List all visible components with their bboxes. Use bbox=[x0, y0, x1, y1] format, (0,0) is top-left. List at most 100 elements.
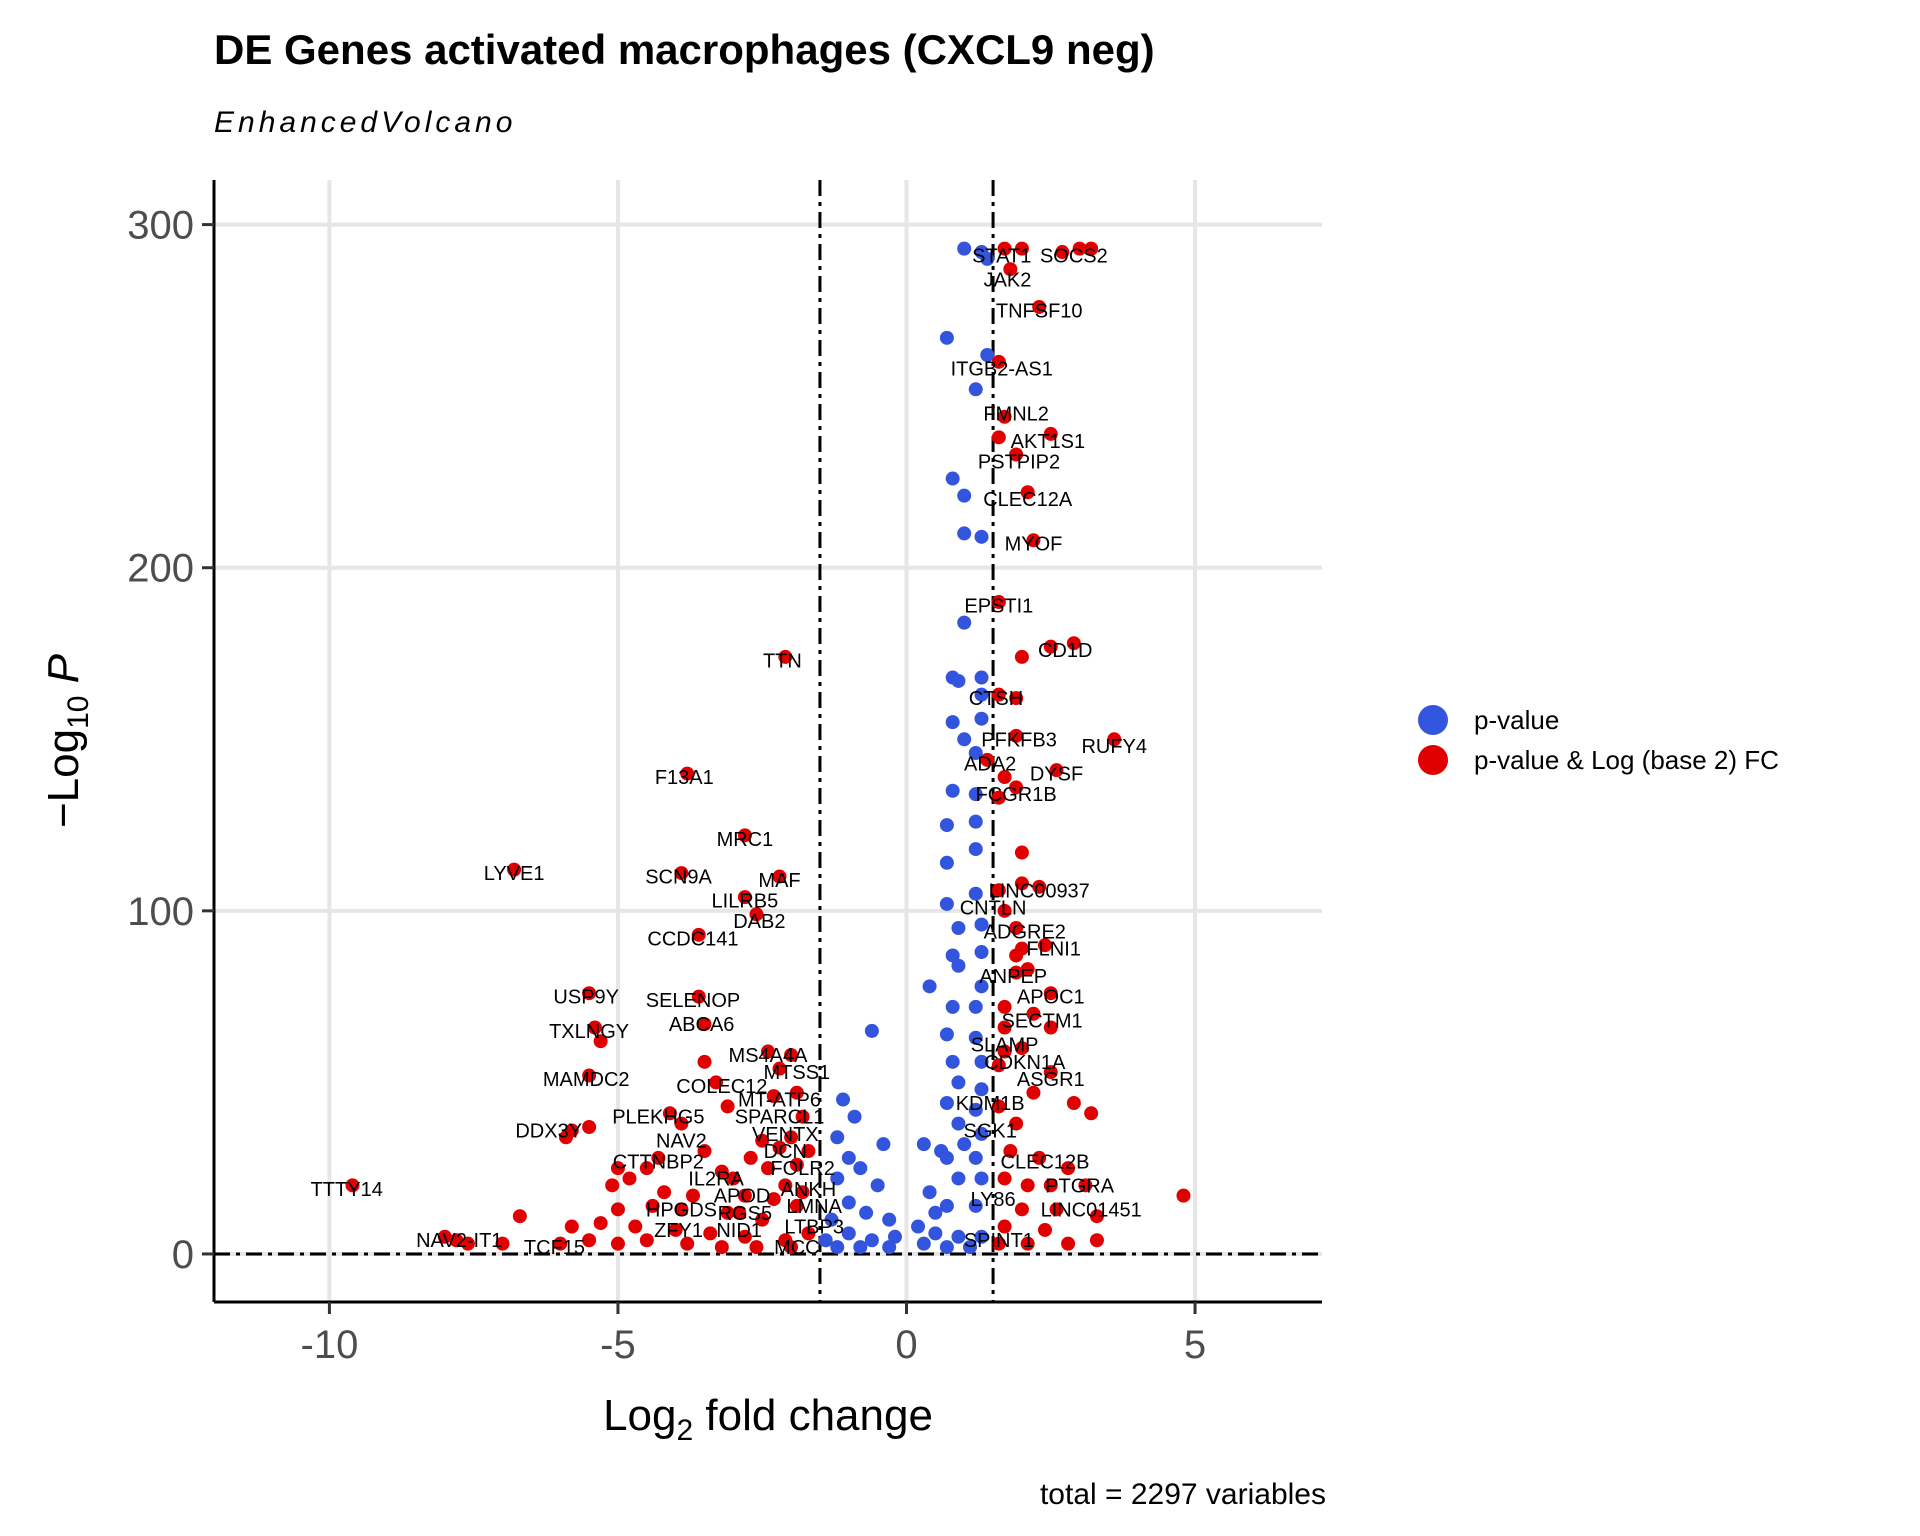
gene-label: SELENOP bbox=[646, 990, 740, 1012]
point-pvalue-fc bbox=[737, 1229, 752, 1244]
point-pvalue-fc bbox=[345, 1178, 360, 1193]
point-pvalue bbox=[968, 746, 983, 761]
point-pvalue-fc bbox=[582, 1233, 597, 1248]
point-pvalue-fc bbox=[610, 1161, 625, 1176]
point-pvalue-fc bbox=[662, 1106, 677, 1121]
point-pvalue bbox=[939, 855, 954, 870]
point-pvalue-fc bbox=[784, 1130, 799, 1145]
point-pvalue-fc bbox=[564, 1219, 579, 1234]
gene-label: VENTX bbox=[752, 1124, 819, 1146]
point-pvalue bbox=[968, 382, 983, 397]
point-pvalue-fc bbox=[437, 1229, 452, 1244]
point-pvalue bbox=[841, 1226, 856, 1241]
chart-caption: total = 2297 variables bbox=[1039, 1478, 1326, 1511]
point-pvalue bbox=[916, 1137, 931, 1152]
point-pvalue-fc bbox=[789, 1085, 804, 1100]
point-pvalue-fc bbox=[703, 1226, 718, 1241]
point-pvalue bbox=[841, 1150, 856, 1165]
point-pvalue bbox=[928, 1205, 943, 1220]
point-pvalue-fc bbox=[639, 1233, 654, 1248]
point-pvalue-fc bbox=[674, 1116, 689, 1131]
gene-label: ZFY1 bbox=[654, 1220, 703, 1242]
gene-label: RGS5 bbox=[718, 1203, 772, 1225]
point-pvalue bbox=[824, 1212, 839, 1227]
point-pvalue bbox=[974, 1082, 989, 1097]
point-pvalue-fc bbox=[1089, 1233, 1104, 1248]
point-pvalue-fc bbox=[587, 1020, 602, 1035]
gene-label: FMNL2 bbox=[983, 403, 1049, 425]
y-tick-label: 200 bbox=[127, 547, 194, 591]
point-pvalue-fc bbox=[772, 1061, 787, 1076]
gene-label: LY86 bbox=[970, 1189, 1015, 1211]
point-pvalue-fc bbox=[772, 1140, 787, 1155]
point-pvalue bbox=[974, 1171, 989, 1186]
chart-title: DE Genes activated macrophages (CXCL9 ne… bbox=[214, 26, 1155, 73]
point-pvalue-fc bbox=[1032, 299, 1047, 314]
point-pvalue bbox=[876, 1137, 891, 1152]
gene-label: TNFSF10 bbox=[996, 300, 1083, 322]
point-pvalue-fc bbox=[1009, 728, 1024, 743]
point-pvalue-fc bbox=[1061, 1236, 1076, 1251]
point-pvalue bbox=[830, 1240, 845, 1255]
gene-label: ASGR1 bbox=[1017, 1069, 1085, 1091]
point-pvalue bbox=[911, 1219, 926, 1234]
gene-label: CTTNBP2 bbox=[613, 1151, 704, 1173]
point-pvalue-fc bbox=[1020, 1236, 1035, 1251]
gene-label: TCF15 bbox=[524, 1237, 585, 1259]
y-tick-label: 300 bbox=[127, 204, 194, 248]
gene-label: ADA2 bbox=[964, 753, 1016, 775]
point-pvalue-fc bbox=[997, 1219, 1012, 1234]
point-pvalue-fc bbox=[1020, 962, 1035, 977]
point-pvalue bbox=[974, 687, 989, 702]
gene-label: SECTM1 bbox=[1002, 1011, 1083, 1033]
point-pvalue bbox=[968, 1198, 983, 1213]
point-pvalue-fc bbox=[1014, 1202, 1029, 1217]
point-pvalue-fc bbox=[1176, 1188, 1191, 1203]
point-pvalue-fc bbox=[1072, 241, 1087, 256]
point-pvalue bbox=[968, 1030, 983, 1045]
point-pvalue bbox=[957, 526, 972, 541]
chart-subtitle: EnhancedVolcano bbox=[214, 106, 517, 139]
point-pvalue-fc bbox=[610, 1236, 625, 1251]
point-pvalue-fc bbox=[714, 1164, 729, 1179]
point-pvalue bbox=[939, 1027, 954, 1042]
point-pvalue bbox=[882, 1212, 897, 1227]
point-pvalue bbox=[939, 1095, 954, 1110]
point-pvalue-fc bbox=[980, 752, 995, 767]
legend-label-pvalue: p-value bbox=[1474, 704, 1560, 735]
point-pvalue-fc bbox=[582, 1120, 597, 1135]
gene-label: ANKH bbox=[781, 1179, 837, 1201]
point-pvalue-fc bbox=[1049, 1202, 1064, 1217]
point-pvalue-fc bbox=[1038, 938, 1052, 953]
point-pvalue-fc bbox=[1026, 533, 1041, 548]
point-pvalue-fc bbox=[991, 1099, 1006, 1114]
point-pvalue bbox=[922, 979, 937, 994]
point-pvalue-fc bbox=[674, 866, 689, 881]
point-pvalue bbox=[939, 330, 954, 345]
point-pvalue-fc bbox=[726, 1171, 741, 1186]
point-pvalue-fc bbox=[1009, 447, 1024, 462]
legend-label-pvalue-fc: p-value & Log (base 2) FC bbox=[1474, 744, 1779, 775]
point-pvalue-fc bbox=[691, 927, 706, 942]
point-pvalue bbox=[951, 921, 966, 935]
y-tick-label: 100 bbox=[127, 890, 194, 934]
point-pvalue bbox=[968, 787, 983, 802]
point-pvalue-fc bbox=[789, 1157, 804, 1172]
y-tick-label: 0 bbox=[172, 1233, 194, 1277]
point-pvalue-fc bbox=[737, 1188, 752, 1203]
point-pvalue-fc bbox=[553, 1236, 568, 1251]
point-pvalue bbox=[968, 842, 983, 857]
point-pvalue-fc bbox=[460, 1236, 475, 1251]
point-pvalue-fc bbox=[1009, 1116, 1024, 1131]
point-pvalue-fc bbox=[651, 1150, 666, 1165]
point-pvalue-fc bbox=[997, 999, 1012, 1014]
point-pvalue-fc bbox=[991, 430, 1006, 445]
point-pvalue bbox=[968, 999, 983, 1014]
gene-label: ITGB2-AS1 bbox=[951, 359, 1053, 381]
point-pvalue bbox=[830, 1130, 845, 1145]
point-pvalue-fc bbox=[732, 1205, 747, 1220]
gene-label: DDX3Y bbox=[515, 1120, 582, 1142]
point-pvalue bbox=[968, 1150, 983, 1165]
point-pvalue-fc bbox=[1107, 732, 1122, 747]
legend: p-value p-value & Log (base 2) FC bbox=[1418, 700, 1779, 780]
